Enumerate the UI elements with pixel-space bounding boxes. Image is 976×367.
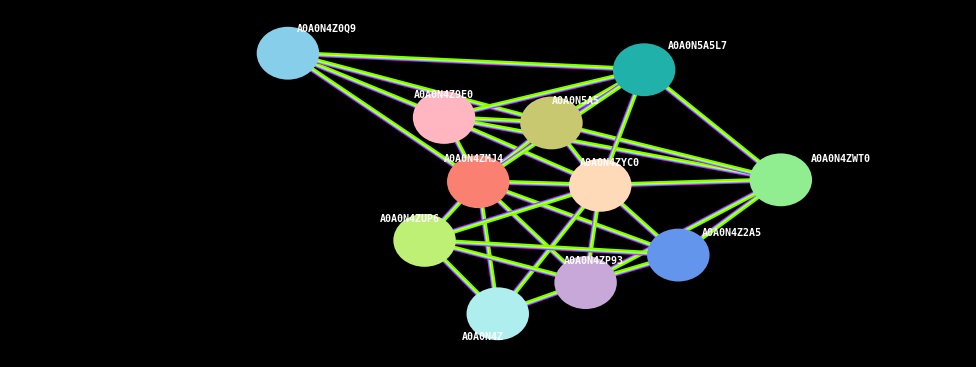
Ellipse shape — [647, 229, 710, 281]
Ellipse shape — [467, 287, 529, 340]
Ellipse shape — [257, 27, 319, 80]
Text: A0A0N4Z9E0: A0A0N4Z9E0 — [414, 90, 474, 101]
Text: A0A0N5A5: A0A0N5A5 — [551, 96, 600, 106]
Ellipse shape — [447, 155, 509, 208]
Text: A0A0N4Z0Q9: A0A0N4Z0Q9 — [297, 23, 357, 33]
Text: A0A0N4ZP93: A0A0N4ZP93 — [563, 255, 624, 266]
Ellipse shape — [613, 43, 675, 96]
Ellipse shape — [554, 256, 617, 309]
Text: A0A0N4ZYC0: A0A0N4ZYC0 — [580, 158, 640, 168]
Ellipse shape — [569, 159, 631, 212]
Ellipse shape — [393, 214, 456, 267]
Ellipse shape — [413, 91, 475, 144]
Ellipse shape — [520, 97, 583, 149]
Text: A0A0N4Z: A0A0N4Z — [462, 331, 505, 342]
Text: A0A0N4ZMJ4: A0A0N4ZMJ4 — [443, 154, 504, 164]
Text: A0A0N4Z2A5: A0A0N4Z2A5 — [702, 228, 762, 238]
Text: A0A0N4ZWT0: A0A0N4ZWT0 — [811, 153, 872, 164]
Text: A0A0N4ZUP6: A0A0N4ZUP6 — [380, 214, 440, 224]
Text: A0A0N5A5L7: A0A0N5A5L7 — [668, 41, 728, 51]
Ellipse shape — [750, 153, 812, 206]
